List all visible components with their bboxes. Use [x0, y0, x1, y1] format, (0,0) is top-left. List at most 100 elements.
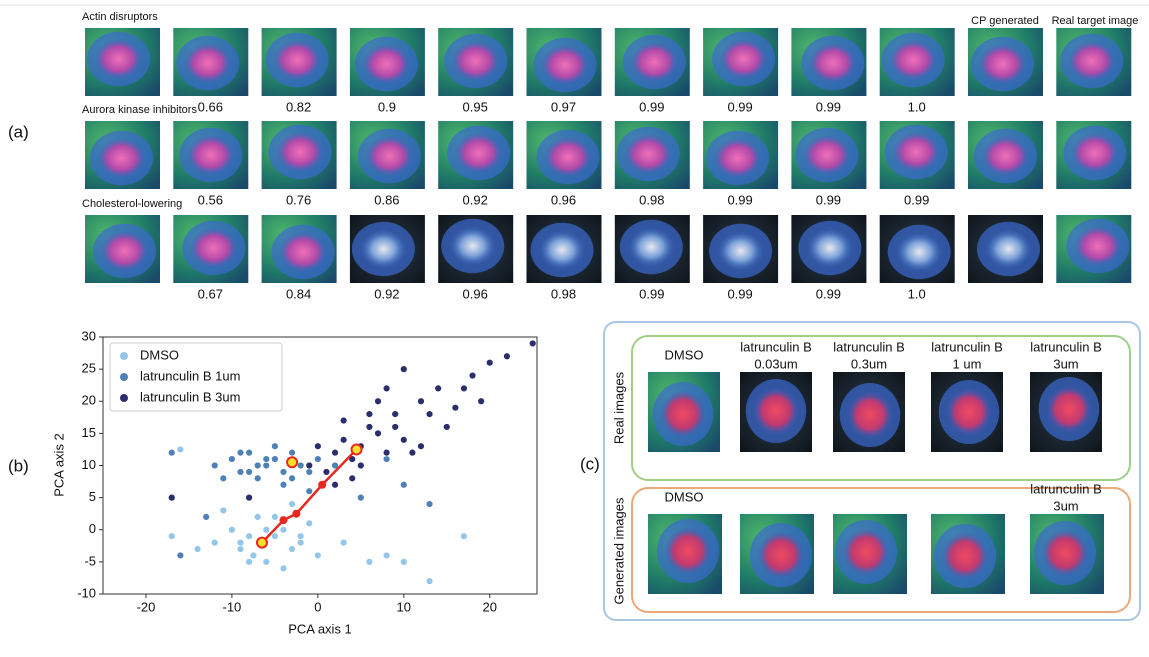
nucleus: [1045, 385, 1093, 433]
scatter-point: [486, 359, 494, 367]
scatter-point: [503, 352, 511, 360]
similarity-score: 0.82: [286, 99, 311, 114]
y-tick-label: -5: [84, 553, 96, 568]
row-label: Cholesterol-lowering: [82, 198, 182, 210]
column-label: DMSO: [665, 489, 704, 504]
scatter-point: [348, 474, 356, 483]
similarity-score: 0.66: [198, 99, 223, 114]
cell-image: [833, 372, 905, 452]
cell-image: [85, 215, 160, 283]
column-header: CP generated: [971, 15, 1039, 27]
scatter-point: [322, 468, 331, 476]
scatter-point: [408, 448, 417, 457]
x-tick-label: -20: [137, 599, 156, 614]
nucleus: [981, 135, 1030, 177]
nucleus: [183, 42, 232, 84]
y-tick-label: -10: [77, 585, 96, 600]
scatter-point: [365, 410, 374, 418]
cell-image: [879, 121, 955, 189]
nucleus: [719, 38, 768, 80]
similarity-score: 0.99: [727, 99, 752, 114]
similarity-score: 1.0: [908, 286, 926, 301]
column-label: 0.3um: [851, 356, 887, 371]
scatter-point: [288, 448, 296, 457]
similarity-score: 0.98: [639, 192, 664, 207]
cell-image: [1056, 121, 1132, 189]
cell-image: [1030, 372, 1102, 452]
scatter-point: [236, 468, 245, 476]
similarity-score: 0.99: [639, 286, 664, 301]
nucleus: [664, 527, 712, 575]
nucleus: [630, 41, 679, 83]
scatter-point: [331, 481, 339, 489]
legend-label: DMSO: [140, 347, 179, 362]
cell-image: [648, 372, 720, 452]
scatter-point: [236, 545, 245, 553]
nucleus: [541, 44, 589, 86]
panel-c-frame: [603, 321, 1141, 621]
nucleus: [842, 528, 890, 576]
scatter-point: [314, 442, 322, 450]
similarity-score: 0.99: [904, 192, 929, 207]
scatter-point: [382, 551, 391, 560]
scatter-point: [305, 461, 313, 470]
nucleus: [802, 134, 851, 176]
scatter-point: [357, 493, 365, 502]
nucleus: [451, 40, 500, 82]
nucleus: [189, 227, 238, 269]
panel-label: (a): [8, 122, 29, 141]
scatter-point: [271, 442, 279, 450]
similarity-score: 0.99: [816, 192, 841, 207]
x-tick-label: 0: [314, 599, 321, 614]
legend-marker: [120, 373, 128, 381]
similarity-score: 0.84: [286, 286, 311, 301]
scatter-point: [288, 474, 296, 483]
scatter-point: [365, 423, 374, 431]
cell-image: [879, 215, 955, 283]
scatter-point: [339, 436, 348, 444]
scatter-point: [262, 461, 270, 470]
cell-image: [879, 28, 955, 96]
scatter-point: [314, 455, 322, 463]
column-label: latrunculin B: [1030, 339, 1102, 354]
scatter-point: [468, 371, 477, 380]
nucleus: [659, 390, 707, 438]
similarity-score: 0.95: [463, 99, 488, 114]
scatter-point: [262, 558, 270, 566]
scatter-point: [228, 455, 236, 463]
scatter-point: [253, 513, 262, 521]
nucleus: [359, 228, 408, 270]
y-tick-label: 15: [82, 425, 96, 440]
scatter-point: [279, 468, 288, 476]
y-tick-label: 20: [82, 393, 96, 408]
similarity-score: 0.67: [198, 286, 223, 301]
legend-label: latrunculin B 1um: [140, 368, 240, 383]
scatter-point: [391, 410, 399, 418]
scatter-point: [425, 500, 434, 508]
scatter-point: [219, 474, 228, 483]
scatter-point: [249, 551, 258, 560]
nucleus: [448, 225, 497, 267]
scatter-point: [382, 448, 391, 457]
similarity-score: 1.0: [908, 99, 926, 114]
scatter-point: [288, 500, 296, 508]
scatter-point: [279, 481, 288, 489]
y-tick-label: 10: [82, 457, 96, 472]
similarity-score: 0.76: [286, 192, 311, 207]
trajectory-point: [292, 509, 301, 518]
scatter-point: [176, 551, 185, 560]
scatter-point: [382, 384, 391, 393]
cell-image: [703, 121, 779, 189]
cell-image: [740, 514, 814, 594]
cell-image: [261, 121, 337, 189]
similarity-score: 0.97: [551, 99, 576, 114]
cell-image: [526, 215, 602, 283]
nucleus: [627, 226, 676, 268]
nucleus: [945, 388, 993, 436]
row-label: Aurora kinase inhibitors: [82, 104, 197, 116]
nucleus: [94, 38, 143, 80]
scatter-point: [382, 455, 391, 463]
cell-image: [349, 215, 425, 283]
panel-label: (c): [580, 454, 600, 473]
